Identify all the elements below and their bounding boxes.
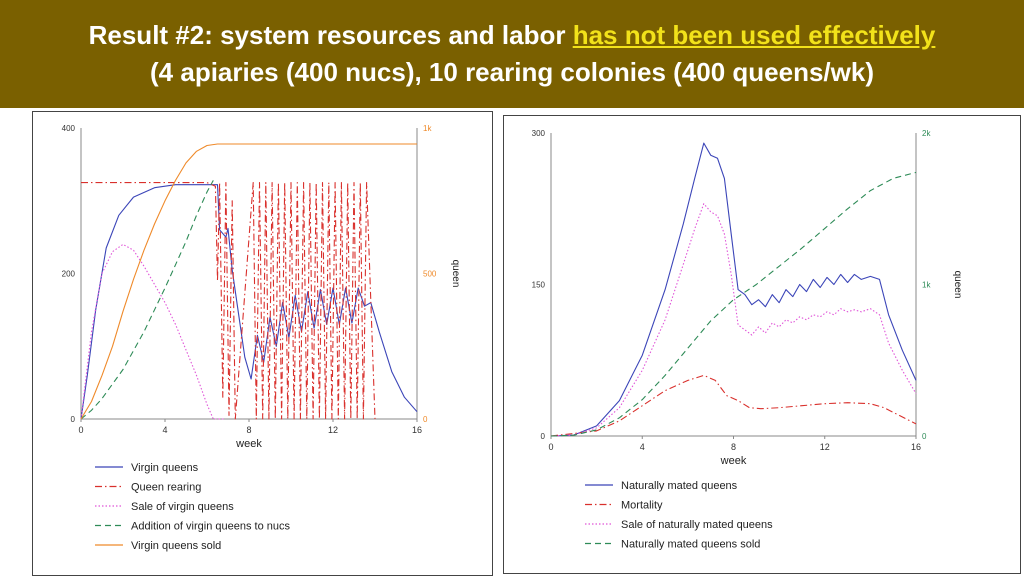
x-tick-label: 4 [162,425,167,435]
y2-tick-label: 500 [423,270,437,279]
x-tick-label: 16 [412,425,422,435]
y2-tick-label: 1k [423,124,432,133]
y-tick-label: 150 [532,281,546,290]
slide-subtitle: (4 apiaries (400 nucs), 10 rearing colon… [150,57,874,87]
series-line-4 [80,180,214,420]
title-prefix: Result #2: system resources and labor [88,20,573,50]
series-line-5 [80,143,417,420]
title-banner: Result #2: system resources and labor ha… [0,0,1024,108]
series-line-2 [81,182,376,420]
legend-label-2: Queen rearing [131,482,201,494]
y-tick-label: 300 [532,129,546,138]
y2-axis-title: queen [450,260,461,288]
y-tick-label: 200 [62,270,76,279]
legend-label-1: Naturally mated queens [621,480,738,492]
x-tick-label: 0 [78,425,83,435]
legend-label-3: Sale of virgin queens [131,501,234,513]
y2-tick-label: 1k [922,281,931,290]
x-tick-label: 8 [731,442,736,452]
series-line-4 [550,171,917,437]
x-tick-label: 8 [246,425,251,435]
y-tick-label: 400 [62,124,76,133]
x-tick-label: 16 [911,442,921,452]
y2-tick-label: 0 [922,432,927,441]
series-line-3 [80,243,224,420]
x-axis-title: week [235,438,262,450]
legend-label-2: Mortality [621,500,663,512]
legend-label-3: Sale of naturally mated queens [621,519,773,531]
x-tick-label: 0 [548,442,553,452]
y2-axis-title: queen [952,271,963,299]
series-line-2 [550,374,917,437]
x-tick-label: 4 [640,442,645,452]
y2-tick-label: 2k [922,129,931,138]
legend-label-4: Naturally mated queens sold [621,539,760,551]
x-tick-label: 12 [820,442,830,452]
series-line-1 [550,142,917,437]
slide-title: Result #2: system resources and labor ha… [0,20,1024,51]
legend-label-1: Virgin queens [131,462,199,474]
chart-panel-right: 0 4 8 12 16 week 0 150 300 0 1k 2k queen Naturally ma… [503,115,1021,574]
series-line-3 [550,203,917,437]
y-tick-label: 0 [541,432,546,441]
y-tick-label: 0 [71,415,76,424]
y2-tick-label: 0 [423,415,428,424]
chart-panel-left: 0 4 8 12 16 week 0 200 400 0 500 1k queen Virgin quee… [32,111,493,576]
series-line-1 [80,184,418,420]
x-tick-label: 12 [328,425,338,435]
title-highlight: has not been used effectively [572,20,936,50]
legend-label-5: Virgin queens sold [131,540,221,552]
legend-label-4: Addition of virgin queens to nucs [131,521,290,533]
chart-left: 0 4 8 12 16 week 0 200 400 0 500 1k queen Virgin quee… [62,124,461,552]
chart-right: 0 4 8 12 16 week 0 150 300 0 1k 2k queen Naturally ma… [532,129,963,551]
x-axis-title: week [720,455,747,467]
